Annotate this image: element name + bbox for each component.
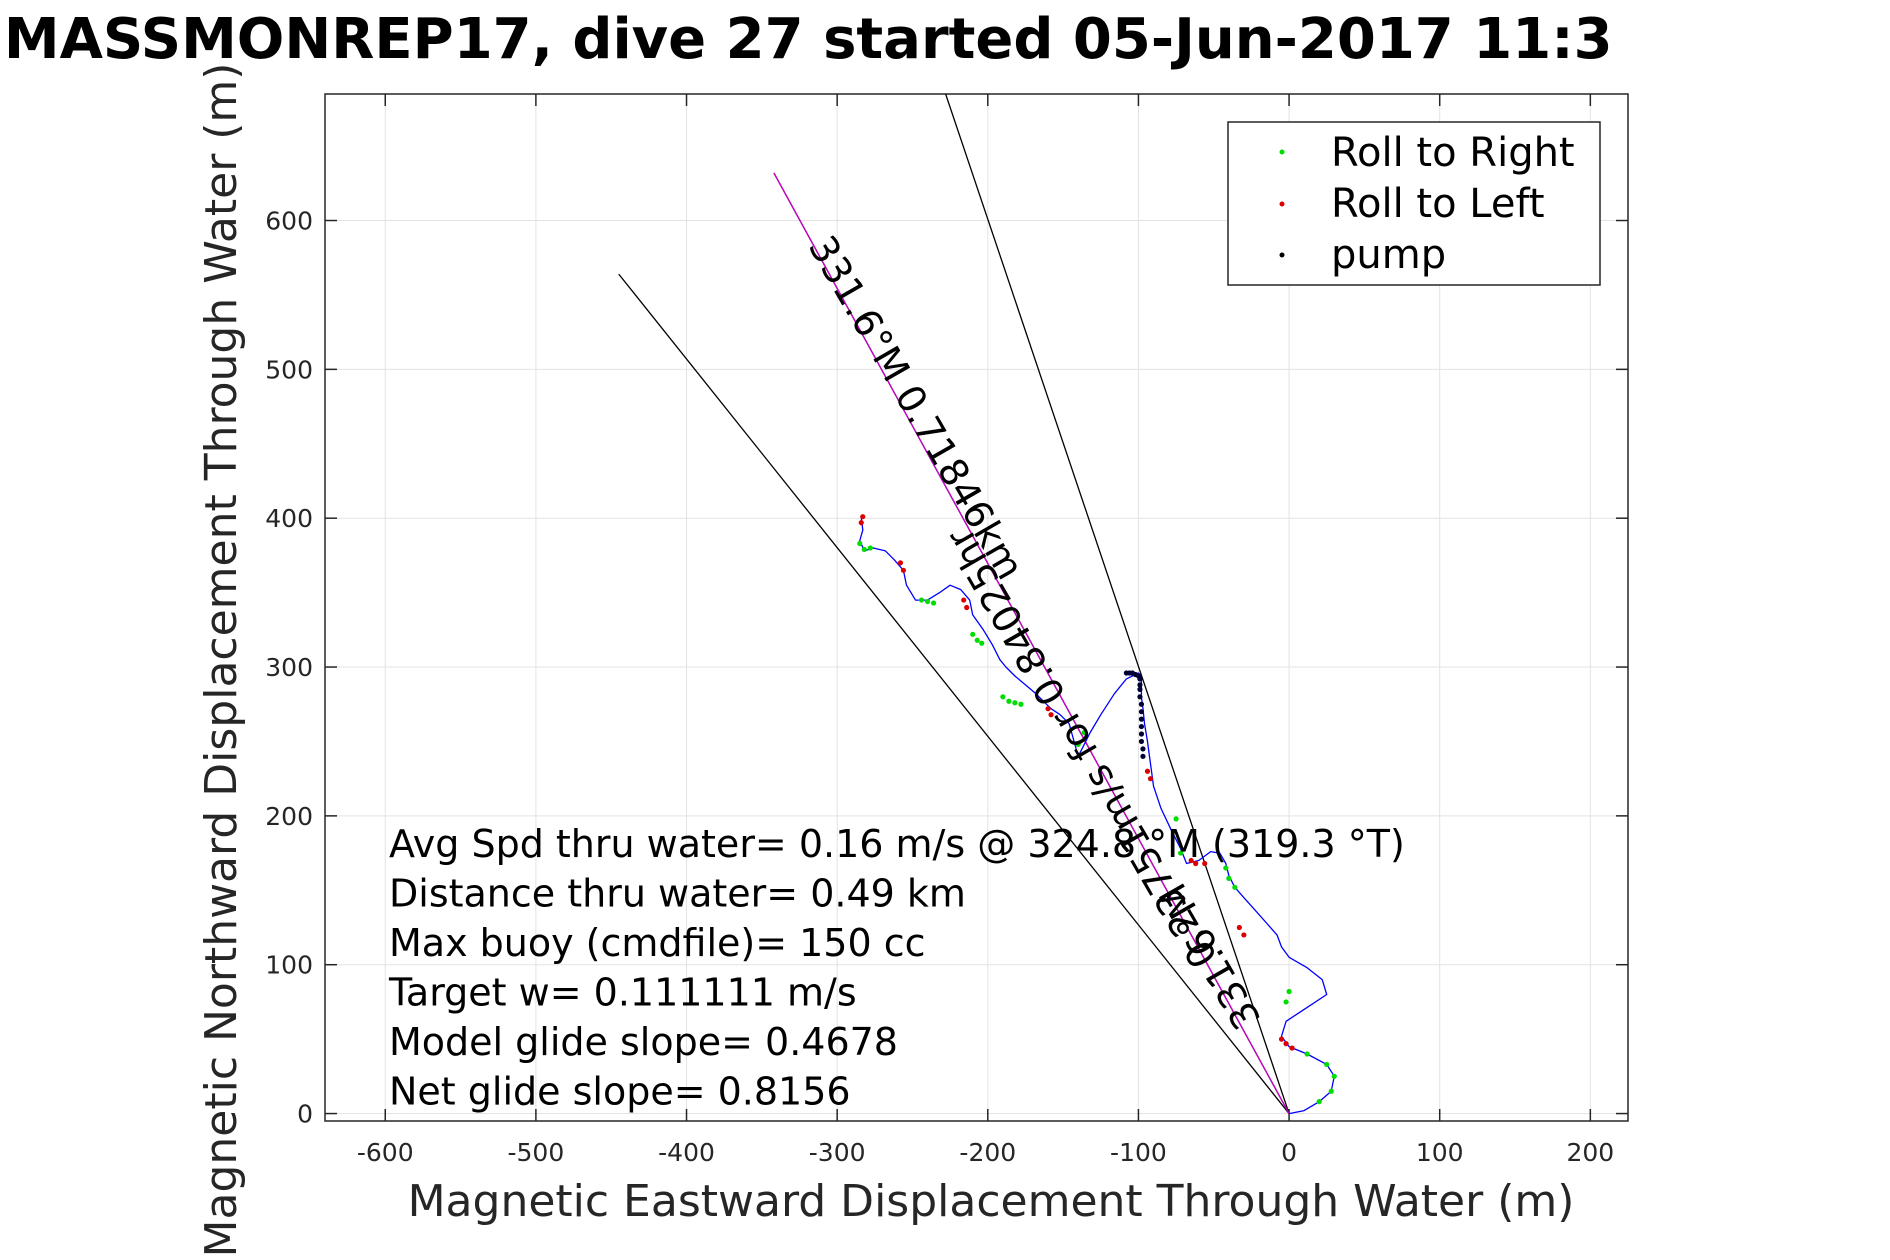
stat-line: Distance thru water= 0.49 km [389,872,966,916]
heading-line [773,172,1290,1114]
x-tick-label: 100 [1416,1138,1464,1167]
stat-line: Max buoy (cmdfile)= 150 cc [389,921,926,965]
plot-border [324,93,1629,1122]
stats-block: Avg Spd thru water= 0.16 m/s @ 324.8 °M … [388,822,1405,1114]
pump-point [1140,753,1146,759]
legend-label-pump: pump [1331,232,1446,278]
guide-lines [618,93,1290,1114]
roll-right-point [1006,698,1012,704]
roll-right-point [1075,741,1081,748]
y-tick-label: 400 [265,504,313,533]
pump-point [1137,686,1143,692]
stat-line: Model glide slope= 0.4678 [389,1020,898,1064]
stat-line: Net glide slope= 0.8156 [389,1070,851,1114]
x-tick-label: -100 [1110,1138,1167,1167]
points-layer [857,514,1337,1105]
roll-right-point [861,546,867,553]
y-tick-label: 600 [265,207,313,236]
roll-right-point [930,600,937,606]
current-line [945,93,1290,1114]
roll-left-point [900,567,907,573]
roll-right-point [1283,999,1289,1005]
axis-ticks: -600 -500 -400 -300 -200 -100 0 100 200 0 100 200 30… [265,94,1628,1167]
roll-right-point [1223,865,1229,871]
roll-left-point [1188,857,1194,864]
roll-left-point [1048,712,1054,718]
roll-right-point [1081,729,1087,736]
roll-left-point [1283,1041,1289,1047]
roll-left-point [1202,860,1208,867]
roll-right-point [1232,884,1238,890]
roll-left-point [1278,1036,1285,1042]
legend-marker-roll-left [1279,201,1285,207]
x-tick-label: 200 [1566,1138,1614,1167]
legend-box [1227,121,1601,286]
chart-title: 620 MASSMONREP17, dive 27 started 05-Jun… [0,7,1613,72]
roll-left-point [1193,860,1199,867]
pump-point [1138,731,1145,737]
pump-point [1137,682,1143,688]
roll-right-point [974,637,980,643]
roll-right-point [1324,1061,1330,1068]
cone-line-left [618,273,1290,1114]
y-tick-label: 0 [297,1100,313,1129]
roll-right-point [1286,988,1292,995]
y-tick-label: 300 [265,653,313,682]
roll-right-point [867,545,873,551]
roll-left-point [961,597,967,603]
roll-left-point [1144,768,1151,774]
pump-point [1137,694,1143,700]
roll-right-point [979,640,985,646]
pump-point [1138,709,1145,715]
pump-point [1138,738,1145,745]
pump-point [1138,723,1145,730]
legend-marker-roll-right [1279,149,1285,155]
x-tick-label: -500 [508,1138,565,1167]
roll-right-point [1178,850,1184,856]
roll-right-point [970,631,976,637]
roll-right-point [924,598,931,605]
roll-left-point [860,514,866,520]
x-tick-label: -600 [357,1138,414,1167]
x-axis-label: Magnetic Eastward Displacement Through W… [408,1176,1575,1227]
roll-right-point [1316,1099,1322,1105]
roll-left-point [1147,776,1154,782]
pump-point [1138,716,1145,722]
y-tick-label: 100 [265,951,313,980]
y-axis-label: Magnetic Northward Displacement Through … [196,63,247,1258]
roll-right-point [1304,1051,1310,1057]
legend-label-roll-right: Roll to Right [1331,130,1575,176]
roll-right-point [1000,694,1006,700]
roll-left-point [964,604,970,611]
pump-point [1138,701,1145,707]
x-tick-label: 0 [1281,1138,1297,1167]
x-tick-label: -400 [658,1138,715,1167]
x-tick-label: -300 [809,1138,866,1167]
roll-right-point [1173,816,1179,822]
pump-point [1123,670,1129,676]
x-tick-label: -200 [959,1138,1016,1167]
roll-right-point [857,540,863,547]
roll-left-point [858,520,864,526]
roll-right-point [1018,701,1024,707]
roll-right-point [1012,700,1018,706]
legend: Roll to Right Roll to Left pump [1227,121,1601,286]
roll-right-point [1226,875,1232,881]
stat-line: Avg Spd thru water= 0.16 m/s @ 324.8 °M … [389,822,1405,866]
y-tick-label: 200 [265,802,313,831]
roll-left-point [1045,706,1051,712]
stat-line: Target w= 0.111111 m/s [388,971,857,1015]
roll-right-point [1328,1088,1334,1094]
roll-left-point [1241,932,1247,938]
roll-left-point [1236,924,1242,931]
y-tick-label: 500 [265,355,313,384]
roll-left-point [897,560,904,566]
pump-point [1140,746,1146,752]
roll-left-point [1289,1045,1295,1051]
roll-right-point [918,597,925,603]
legend-label-roll-left: Roll to Left [1331,181,1545,227]
roll-right-point [1331,1073,1337,1079]
legend-marker-pump [1279,252,1285,258]
